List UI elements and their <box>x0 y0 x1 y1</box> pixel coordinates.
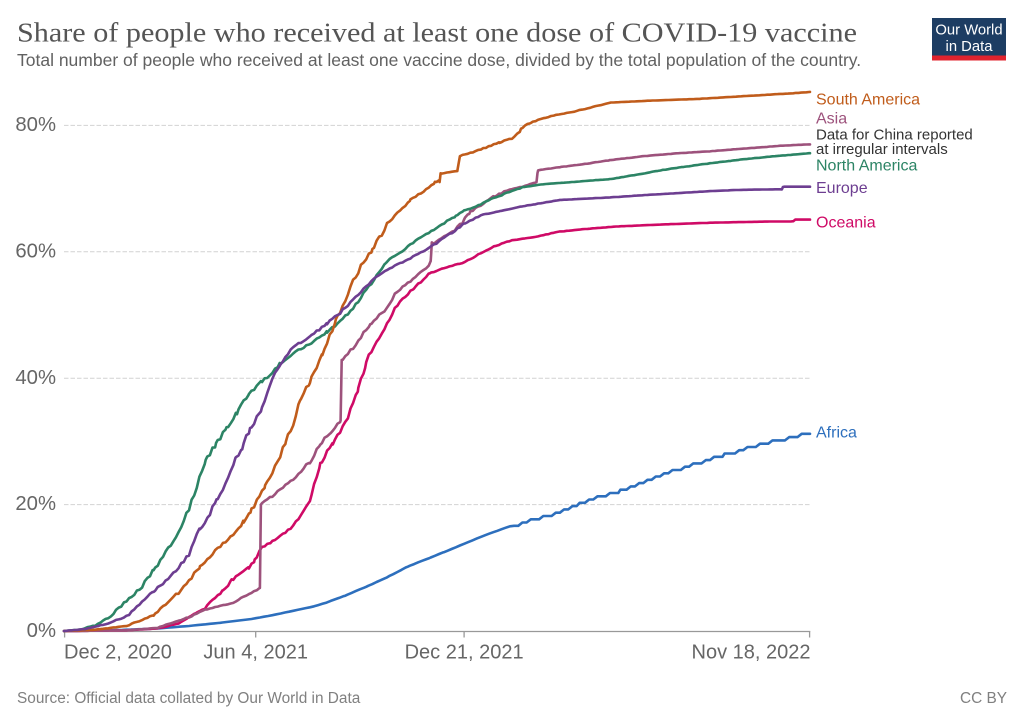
svg-text:Dec 2, 2020: Dec 2, 2020 <box>64 641 172 663</box>
svg-text:in Data: in Data <box>946 39 994 55</box>
svg-text:40%: 40% <box>15 367 56 389</box>
svg-text:80%: 80% <box>15 114 56 136</box>
svg-text:North America: North America <box>816 158 917 175</box>
svg-text:Nov 18, 2022: Nov 18, 2022 <box>692 641 811 663</box>
svg-text:Jun 4, 2021: Jun 4, 2021 <box>203 641 308 663</box>
svg-text:Source: Official data collated: Source: Official data collated by Our Wo… <box>17 690 361 707</box>
svg-text:20%: 20% <box>15 493 56 515</box>
svg-text:0%: 0% <box>27 620 56 642</box>
svg-text:Africa: Africa <box>816 424 857 441</box>
svg-text:Dec 21, 2021: Dec 21, 2021 <box>405 641 524 663</box>
svg-text:CC BY: CC BY <box>960 690 1007 707</box>
svg-text:Asia: Asia <box>816 111 847 128</box>
svg-text:60%: 60% <box>15 240 56 262</box>
svg-text:Europe: Europe <box>816 180 868 197</box>
svg-text:Oceania: Oceania <box>816 214 876 231</box>
svg-text:Total number of people who rec: Total number of people who received at l… <box>17 50 861 70</box>
svg-text:Data for China reported: Data for China reported <box>816 127 973 144</box>
svg-text:Our World: Our World <box>935 23 1002 39</box>
svg-text:Share of people who received a: Share of people who received at least on… <box>17 16 857 47</box>
svg-text:at irregular intervals: at irregular intervals <box>816 141 948 158</box>
svg-text:South America: South America <box>816 91 920 108</box>
